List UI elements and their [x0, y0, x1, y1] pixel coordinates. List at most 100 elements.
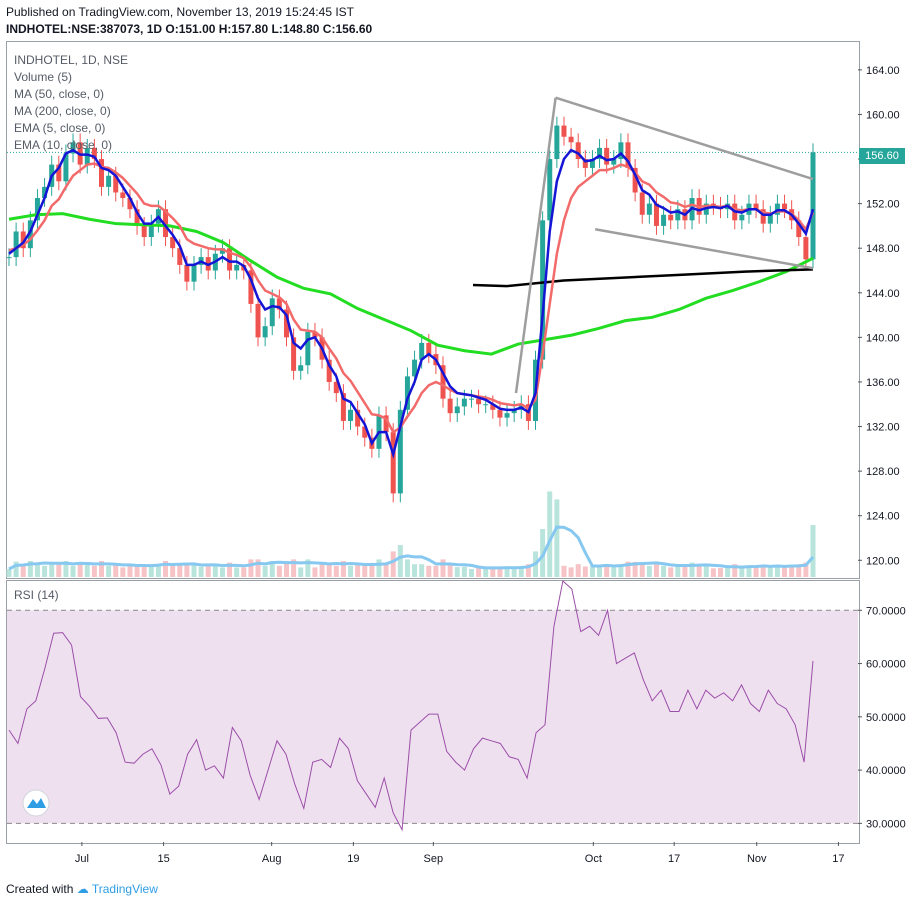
volume-bar [91, 565, 97, 577]
legend-ma50[interactable]: MA (50, close, 0) [14, 87, 105, 101]
rsi-tick-label: 40.0000 [866, 765, 906, 777]
volume-bar [155, 564, 161, 577]
candle [412, 359, 418, 377]
tradingview-logo-icon[interactable]: ☁ [76, 882, 89, 896]
volume-bar [554, 499, 560, 577]
volume-bar [547, 491, 553, 577]
candle [113, 175, 119, 193]
volume-bar [184, 564, 190, 577]
candle [668, 214, 674, 221]
volume-bar [504, 567, 510, 577]
candle [575, 142, 581, 160]
candle [468, 398, 474, 400]
trendline[interactable] [555, 96, 814, 181]
rsi-tick-label: 50.0000 [866, 712, 906, 724]
volume-bar [49, 562, 55, 577]
volume-bar [248, 559, 254, 577]
candle [767, 214, 773, 224]
volume-bar [163, 561, 169, 577]
candle [646, 203, 652, 215]
volume-bar [518, 567, 524, 577]
volume-bar [177, 564, 183, 577]
volume-bar [20, 564, 26, 577]
volume-bar [476, 567, 482, 577]
candle [120, 192, 126, 199]
ema10-line [8, 162, 815, 434]
price-tick-label: 136.00 [866, 377, 900, 389]
volume-bar [141, 565, 147, 577]
legend-ema5[interactable]: EMA (5, close, 0) [14, 121, 106, 135]
legend-ema10[interactable]: EMA (10, close, 0) [14, 138, 113, 152]
legend-title[interactable]: INDHOTEL, 1D, NSE [14, 53, 129, 67]
legend-volume[interactable]: Volume (5) [14, 70, 73, 84]
volume-bar [725, 567, 731, 577]
candle [326, 359, 332, 382]
legend-ma200[interactable]: MA (200, close, 0) [14, 104, 111, 118]
candle [234, 264, 240, 271]
trendline[interactable] [594, 228, 814, 270]
candle [561, 125, 567, 137]
rsi-legend[interactable]: RSI (14) [14, 588, 59, 602]
candle [511, 409, 517, 414]
candle [810, 152, 816, 260]
price-tick-label: 140.00 [866, 332, 900, 344]
candle [6, 257, 12, 259]
candle [483, 404, 489, 406]
volume-bar [369, 565, 375, 577]
price-panel[interactable] [6, 41, 860, 579]
time-tick-label: Oct [585, 853, 602, 865]
trendline[interactable] [514, 97, 557, 394]
volume-bar [255, 559, 261, 577]
candle [461, 398, 467, 407]
volume-bar [127, 565, 133, 577]
volume-bar [383, 564, 389, 577]
price-tick-label: 120.00 [866, 555, 900, 567]
candle [70, 142, 76, 154]
candle [390, 432, 396, 494]
volume-bar [618, 564, 624, 577]
candle [340, 393, 346, 421]
candle [653, 203, 659, 226]
candle [661, 214, 667, 226]
ma50-line [8, 212, 814, 356]
symbol-ohlc: INDHOTEL:NSE:387073, 1D O:151.00 H:157.8… [6, 22, 373, 36]
volume-bar [661, 565, 667, 577]
volume-bar [703, 565, 709, 577]
volume-bar [511, 568, 517, 577]
candle [611, 159, 617, 165]
volume-bar [355, 564, 361, 577]
rsi-tick-label: 30.0000 [866, 818, 906, 830]
volume-bar [340, 561, 346, 577]
volume-bar [84, 564, 90, 577]
candle [739, 214, 745, 221]
candle [42, 186, 48, 199]
tradingview-badge-icon-mark [27, 798, 46, 808]
candle [227, 248, 233, 271]
candle [127, 198, 133, 210]
candle [454, 406, 460, 414]
volume-bar [732, 564, 738, 577]
volume-bar [13, 561, 19, 577]
candle [56, 164, 62, 182]
rsi-tick-label: 70.0000 [866, 605, 906, 617]
volume-bar [675, 565, 681, 577]
footer-brand[interactable]: TradingView [91, 882, 158, 896]
volume-bar [212, 564, 218, 577]
volume-bar [426, 565, 432, 577]
volume-bar [782, 567, 788, 577]
candle [177, 248, 183, 265]
candle [397, 409, 403, 494]
volume-bar [134, 564, 140, 577]
candle [589, 159, 595, 168]
time-tick-label: 17 [668, 853, 680, 865]
volume-bar [6, 569, 12, 577]
price-tick-label: 148.00 [866, 243, 900, 255]
volume-bar [397, 545, 403, 577]
candle [675, 209, 681, 221]
candle [312, 331, 318, 338]
candle [163, 209, 169, 238]
candle [262, 326, 268, 338]
last-price-tag: 156.60 [859, 148, 905, 164]
volume-bar [170, 565, 176, 577]
